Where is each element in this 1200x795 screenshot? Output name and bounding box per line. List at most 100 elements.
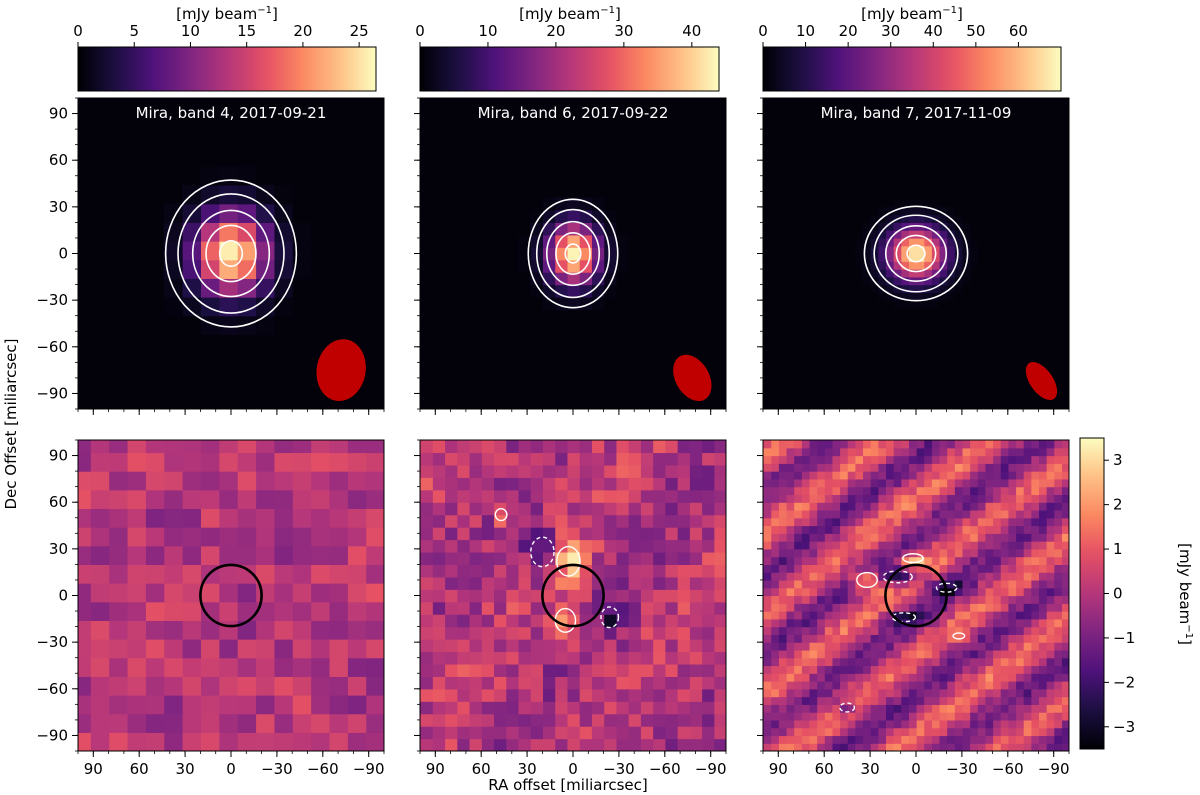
residual-pixel — [770, 533, 779, 542]
residual-pixel — [908, 743, 917, 751]
image-pixel — [893, 261, 902, 270]
residual-contours — [494, 508, 620, 633]
residual-pixel — [1046, 735, 1055, 744]
residual-pixel — [824, 735, 833, 744]
residual-pixel — [984, 618, 994, 628]
residual-pixel — [126, 713, 146, 733]
residual-pixel — [908, 478, 917, 488]
residual-pixel — [182, 601, 201, 621]
residual-pixel — [808, 579, 818, 589]
residual-pixel — [847, 447, 856, 457]
residual-pixel — [432, 477, 446, 491]
residual-pixel — [677, 701, 690, 715]
image-pixel — [542, 197, 556, 211]
residual-pixel — [763, 704, 772, 713]
residual-pixel — [938, 463, 948, 472]
residual-pixel — [801, 572, 810, 581]
residual-pixel — [908, 579, 917, 589]
residual-pixel — [628, 614, 641, 628]
residual-pixel — [292, 440, 312, 454]
residual-pixel — [530, 489, 543, 503]
image-pixel — [900, 253, 909, 262]
residual-pixel — [652, 564, 666, 578]
residual-pixel — [365, 508, 384, 528]
image-pixel — [908, 253, 917, 262]
residual-pixel — [1015, 657, 1024, 667]
residual-pixel — [456, 477, 470, 491]
image-pixel — [255, 185, 275, 205]
y-tick-label: 90 — [49, 105, 68, 123]
residual-pixel — [839, 440, 848, 449]
residual-pixel — [481, 477, 495, 491]
residual-pixel — [839, 673, 848, 682]
residual-pixel — [877, 564, 886, 573]
residual-pixel — [689, 676, 703, 690]
residual-pixel — [432, 688, 446, 702]
residual-pixel — [885, 494, 894, 503]
residual-pixel — [916, 564, 925, 573]
residual-pixel — [1038, 548, 1047, 558]
residual-pixel — [640, 639, 654, 653]
residual-pixel — [554, 489, 568, 503]
residual-pixel — [713, 713, 726, 727]
residual-pixel — [640, 626, 654, 640]
residual-pixel — [273, 471, 293, 491]
residual-pixel — [145, 440, 165, 454]
residual-pixel — [984, 735, 994, 744]
residual-pixel — [770, 642, 779, 651]
residual-pixel — [591, 527, 605, 541]
residual-pixel — [961, 595, 971, 604]
residual-pixel — [1000, 712, 1009, 721]
residual-pixel — [946, 478, 955, 488]
residual-pixel — [182, 713, 201, 733]
residual-pixel — [689, 738, 703, 751]
residual-pixel — [1046, 704, 1055, 713]
residual-pixel — [831, 440, 841, 449]
residual-pixel — [854, 595, 864, 604]
panel-title: Mira, band 6, 2017-09-22 — [478, 104, 669, 122]
residual-pixel — [1007, 509, 1017, 519]
x-tick-label: 90 — [426, 760, 445, 778]
residual-pixel — [365, 564, 384, 584]
residual-pixel — [1061, 587, 1069, 597]
residual-pixel — [854, 735, 864, 744]
residual-pixel — [310, 657, 330, 677]
residual-pixel — [530, 589, 543, 603]
residual-pixel — [778, 494, 787, 503]
residual-pixel — [701, 713, 715, 727]
image-pixel — [255, 203, 275, 223]
residual-pixel — [923, 494, 932, 503]
residual-pixel — [145, 732, 165, 751]
residual-pixel — [946, 541, 955, 550]
residual-pixel — [763, 626, 772, 635]
residual-pixel — [444, 502, 458, 516]
image-pixel — [900, 276, 909, 286]
residual-pixel — [977, 502, 986, 511]
residual-pixel — [961, 681, 971, 690]
residual-pixel — [615, 527, 629, 541]
residual-pixel — [1023, 665, 1032, 674]
residual-pixel — [420, 527, 433, 541]
residual-pixel — [628, 514, 641, 528]
residual-pixel — [801, 696, 810, 705]
residual-pixel — [969, 579, 978, 589]
residual-pixel — [640, 477, 654, 491]
residual-pixel — [628, 701, 641, 715]
residual-pixel — [877, 673, 886, 682]
residual-pixel — [793, 541, 802, 550]
residual-pixel — [542, 676, 556, 690]
residual-pixel — [893, 642, 902, 651]
residual-pixel — [579, 440, 592, 454]
residual-pixel — [517, 551, 531, 565]
residual-pixel — [785, 478, 795, 488]
residual-pixel — [292, 732, 312, 751]
residual-pixel — [664, 726, 678, 740]
contour — [164, 179, 298, 328]
residual-pixel — [1015, 595, 1024, 604]
residual-pixel — [954, 478, 963, 488]
residual-pixel — [854, 649, 864, 659]
residual-pixel — [785, 471, 795, 480]
residual-pixel — [885, 595, 894, 604]
residual-pixel — [885, 727, 894, 737]
residual-pixel — [763, 440, 772, 449]
